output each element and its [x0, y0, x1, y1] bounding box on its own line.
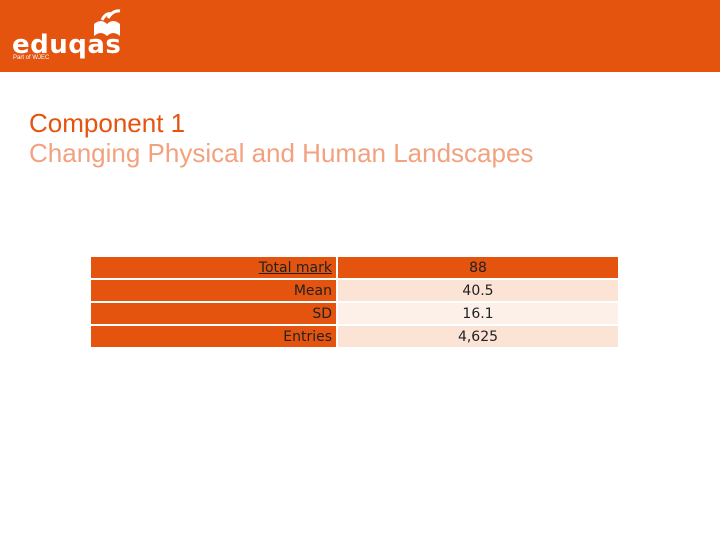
table-row: Total mark 88	[91, 257, 618, 278]
slide-title: Component 1	[29, 108, 186, 138]
slide-subtitle: Changing Physical and Human Landscapes	[29, 138, 534, 168]
row-label-text: Total mark	[258, 259, 332, 276]
table-row: SD 16.1	[91, 303, 618, 324]
stats-table: Total mark 88 Mean 40.5 SD 16.1 Entries …	[91, 255, 618, 349]
row-value: 40.5	[337, 280, 618, 301]
table-row: Entries 4,625	[91, 326, 618, 347]
book-icon	[94, 9, 121, 36]
row-value: 88	[337, 257, 618, 278]
row-label: Total mark	[91, 257, 337, 278]
row-label: Entries	[91, 326, 337, 347]
header-bar: eduqas Part of WJEC	[0, 0, 720, 72]
logo-subtext: Part of WJEC	[13, 55, 50, 61]
row-value: 4,625	[337, 326, 618, 347]
row-label: SD	[91, 303, 337, 324]
table-row: Mean 40.5	[91, 280, 618, 301]
row-label-text: SD	[312, 305, 332, 322]
row-value: 16.1	[337, 303, 618, 324]
row-label: Mean	[91, 280, 337, 301]
eduqas-logo: eduqas Part of WJEC	[12, 8, 122, 66]
row-label-text: Entries	[283, 328, 332, 345]
logo-wordmark: eduqas	[12, 30, 122, 60]
row-label-text: Mean	[293, 282, 332, 299]
